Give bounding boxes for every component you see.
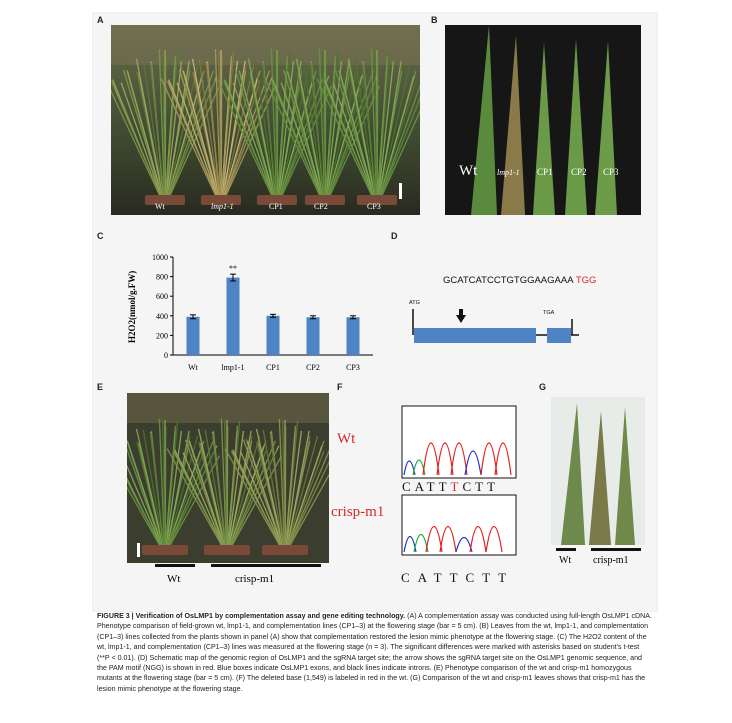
group-label-wt-g: Wt bbox=[559, 555, 572, 566]
bar bbox=[346, 317, 360, 355]
bar bbox=[186, 316, 200, 355]
y-tick-label: 0 bbox=[164, 351, 168, 360]
leaf-label-cp2: CP2 bbox=[571, 167, 587, 177]
crisp-group-line-g bbox=[591, 548, 641, 551]
gene-schematic: GCATCATCCTGTGGAAGAAA TGG ATG TGA bbox=[409, 275, 596, 343]
x-tick-label: Wt bbox=[188, 363, 199, 372]
plants-photo-a: Wt lmp1-1 CP1 CP2 CP3 bbox=[104, 25, 433, 215]
y-tick-label: 600 bbox=[156, 292, 168, 301]
base-call: T bbox=[438, 479, 451, 494]
panel-label-b: B bbox=[431, 15, 438, 25]
wt-group-line-g bbox=[556, 548, 576, 551]
base-call: C bbox=[402, 479, 415, 494]
base-call: T bbox=[487, 479, 500, 494]
base-call: C bbox=[462, 479, 476, 494]
y-axis-label: H2O2(nmol/g.FW) bbox=[127, 271, 137, 343]
base-call: C bbox=[401, 570, 418, 585]
caption-title: FIGURE 3 | Verification of OsLMP1 by com… bbox=[97, 612, 406, 620]
plants-photo-e bbox=[104, 393, 341, 563]
panel-d-schematic: GCATCATCCTGTGGAAGAAA TGG ATG TGA bbox=[401, 243, 651, 373]
scale-bar-a bbox=[399, 183, 402, 199]
wt-group-line-e bbox=[155, 564, 195, 567]
leaves-photo-b: Wt lmp1-1 CP1 CP2 CP3 bbox=[445, 25, 641, 215]
base-calls-wt: CATTTCTT bbox=[402, 479, 499, 495]
bar bbox=[306, 317, 320, 355]
panel-label-f: F bbox=[337, 382, 343, 392]
chromatogram-crisp bbox=[401, 494, 517, 556]
figure-caption: FIGURE 3 | Verification of OsLMP1 by com… bbox=[97, 611, 653, 694]
crisp-group-line-e bbox=[211, 564, 321, 567]
y-tick-label: 400 bbox=[156, 312, 168, 321]
plant-label-wt: Wt bbox=[155, 202, 166, 211]
figure-area: A B C D E F G Wt lmp1-1 CP1 CP2 CP3 bbox=[92, 12, 658, 612]
target-arrow-icon bbox=[456, 315, 466, 323]
panel-label-g: G bbox=[539, 382, 547, 392]
panel-b-photo: Wt lmp1-1 CP1 CP2 CP3 bbox=[445, 25, 641, 215]
y-tick-label: 800 bbox=[156, 273, 168, 282]
panel-label-d: D bbox=[391, 231, 398, 241]
plant-label-cp2: CP2 bbox=[314, 202, 328, 211]
chromatogram-wt bbox=[401, 405, 517, 479]
y-tick-label: 200 bbox=[156, 331, 168, 340]
panel-f-chromatograms bbox=[401, 405, 517, 569]
panel-label-c: C bbox=[97, 231, 104, 241]
panel-g-photo bbox=[551, 397, 645, 545]
stop-codon-label: TGA bbox=[543, 310, 555, 316]
bar bbox=[266, 315, 280, 355]
panel-label-e: E bbox=[97, 382, 104, 392]
scale-bar-e bbox=[137, 543, 140, 557]
base-call: T bbox=[433, 570, 450, 585]
x-tick-label: CP1 bbox=[266, 363, 280, 372]
x-tick-label: lmp1-1 bbox=[221, 363, 244, 372]
base-call: C bbox=[465, 570, 483, 585]
base-call: T bbox=[475, 479, 488, 494]
trace-label-wt: Wt bbox=[337, 431, 356, 447]
base-call: T bbox=[498, 570, 515, 585]
leaf-label-cp3: CP3 bbox=[603, 167, 619, 177]
sgrna-sequence: GCATCATCCTGTGGAAGAAA TGG bbox=[443, 275, 596, 286]
panel-c-chart: H2O2(nmol/g.FW) 0 200 400 600 800 1000 Wt lmp1-… bbox=[111, 241, 381, 376]
base-call: T bbox=[426, 479, 439, 494]
exon-2 bbox=[547, 328, 571, 343]
chromatogram-svg bbox=[401, 405, 517, 556]
plant-label-cp3: CP3 bbox=[367, 202, 381, 211]
start-codon-label: ATG bbox=[409, 300, 420, 306]
leaf-label-wt: Wt bbox=[459, 163, 478, 179]
panel-a-photo: Wt lmp1-1 CP1 CP2 CP3 bbox=[104, 25, 433, 215]
base-call: A bbox=[414, 479, 427, 494]
bar bbox=[226, 277, 240, 355]
base-call: T bbox=[450, 479, 463, 494]
base-call: T bbox=[482, 570, 499, 585]
x-tick-label: CP3 bbox=[346, 363, 360, 372]
base-calls-crisp: CATTCTT bbox=[401, 570, 514, 586]
y-tick-label: 1000 bbox=[152, 253, 168, 262]
group-label-crisp-e: crisp-m1 bbox=[235, 573, 275, 585]
h2o2-bar-chart: H2O2(nmol/g.FW) 0 200 400 600 800 1000 Wt lmp1-… bbox=[127, 253, 373, 372]
caption-body: (A) A complementation assay was conducte… bbox=[97, 612, 652, 693]
base-call: A bbox=[417, 570, 434, 585]
panel-label-a: A bbox=[97, 15, 104, 25]
leaf-label-cp1: CP1 bbox=[537, 167, 553, 177]
plant-label-lmp1: lmp1-1 bbox=[211, 202, 234, 211]
panel-e-photo bbox=[104, 393, 341, 563]
group-label-crisp-g: crisp-m1 bbox=[593, 555, 629, 566]
plant-label-cp1: CP1 bbox=[269, 202, 283, 211]
leaves-photo-g bbox=[551, 397, 645, 545]
leaf-label-lmp1: lmp1-1 bbox=[497, 168, 520, 177]
group-label-wt-e: Wt bbox=[167, 573, 181, 585]
base-call: T bbox=[449, 570, 466, 585]
x-tick-label: CP2 bbox=[306, 363, 320, 372]
significance-mark: ** bbox=[229, 264, 237, 273]
trace-label-crisp: crisp-m1 bbox=[331, 504, 385, 520]
exon-1 bbox=[414, 328, 536, 343]
pam-motif: TGG bbox=[576, 275, 597, 286]
